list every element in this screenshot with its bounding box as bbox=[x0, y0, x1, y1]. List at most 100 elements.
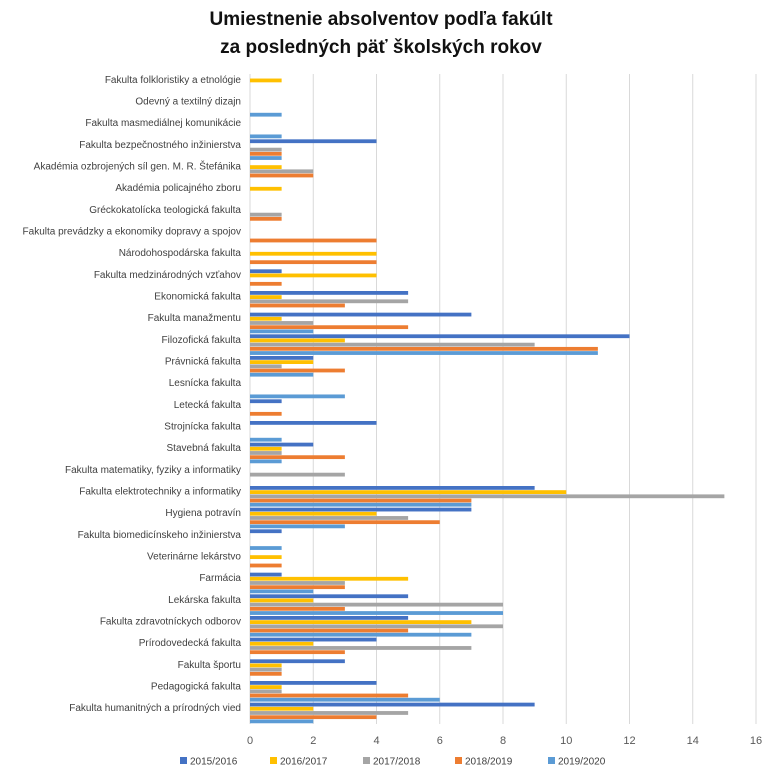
bar bbox=[250, 373, 313, 377]
x-tick-label: 12 bbox=[623, 735, 635, 747]
bar bbox=[250, 546, 282, 550]
bar bbox=[250, 520, 440, 524]
legend-label: 2019/2020 bbox=[558, 757, 606, 768]
x-tick-label: 8 bbox=[500, 735, 506, 747]
bar bbox=[250, 516, 408, 520]
bar bbox=[250, 412, 282, 416]
category-label: Fakulta zdravotníckych odborov bbox=[100, 617, 241, 628]
bar bbox=[250, 620, 471, 624]
bar bbox=[250, 134, 282, 138]
bar bbox=[250, 659, 345, 663]
bar bbox=[250, 364, 282, 368]
bar bbox=[250, 291, 408, 295]
category-label: Fakulta humanitných a prírodných vied bbox=[69, 703, 241, 714]
bar bbox=[250, 447, 282, 451]
category-label: Pedagogická fakulta bbox=[151, 682, 242, 693]
category-label: Fakulta masmediálnej komunikácie bbox=[85, 118, 241, 129]
bar bbox=[250, 555, 282, 559]
x-tick-label: 2 bbox=[310, 735, 316, 747]
bar bbox=[250, 607, 345, 611]
bar bbox=[250, 282, 282, 286]
bar bbox=[250, 165, 282, 169]
bar bbox=[250, 650, 345, 654]
bar bbox=[250, 169, 313, 173]
bar bbox=[250, 599, 313, 603]
bar bbox=[250, 187, 282, 191]
bar bbox=[250, 343, 535, 347]
category-label: Fakulta matematiky, fyziky a informatiky bbox=[65, 465, 241, 476]
bar bbox=[250, 156, 282, 160]
bar bbox=[250, 616, 408, 620]
bar bbox=[250, 299, 408, 303]
legend-swatch bbox=[180, 757, 187, 764]
x-tick-label: 0 bbox=[247, 735, 253, 747]
category-label: Národohospodárska fakulta bbox=[119, 248, 242, 259]
bar bbox=[250, 611, 503, 615]
bar bbox=[250, 508, 471, 512]
legend-swatch bbox=[455, 757, 462, 764]
bar bbox=[250, 317, 282, 321]
bar bbox=[250, 152, 282, 156]
category-label: Strojnícka fakulta bbox=[164, 422, 241, 433]
bar bbox=[250, 260, 377, 264]
bar-chart: Fakulta folkloristiky a etnológieOdevný … bbox=[0, 0, 762, 779]
category-label: Odevný a textilný dizajn bbox=[135, 97, 241, 108]
bar bbox=[250, 719, 313, 723]
bar bbox=[250, 213, 282, 217]
bar bbox=[250, 269, 282, 273]
bar bbox=[250, 438, 282, 442]
category-label: Gréckokatolícka teologická fakulta bbox=[89, 205, 241, 216]
bar bbox=[250, 577, 408, 581]
bar bbox=[250, 681, 377, 685]
bar bbox=[250, 573, 282, 577]
bar bbox=[250, 174, 313, 178]
bar bbox=[250, 79, 282, 83]
category-label: Fakulta elektrotechniky a informatiky bbox=[79, 487, 241, 498]
bar bbox=[250, 399, 282, 403]
category-label: Fakulta bezpečnostného inžinierstva bbox=[79, 140, 241, 151]
bar bbox=[250, 594, 408, 598]
bar bbox=[250, 499, 471, 503]
category-label: Lekárska fakulta bbox=[168, 595, 241, 606]
legend: 2015/2016 2016/2017 2017/2018 2018/2019 2019… bbox=[180, 757, 606, 768]
category-label: Fakulta prevádzky a ekonomiky dopravy a … bbox=[23, 227, 241, 238]
bar bbox=[250, 369, 345, 373]
bar bbox=[250, 148, 282, 152]
bar bbox=[250, 529, 282, 533]
x-tick-label: 16 bbox=[750, 735, 762, 747]
bar bbox=[250, 672, 282, 676]
bar bbox=[250, 443, 313, 447]
category-label: Ekonomická fakulta bbox=[154, 292, 241, 303]
bar bbox=[250, 339, 345, 343]
bar bbox=[250, 139, 377, 143]
bar bbox=[250, 624, 503, 628]
bar bbox=[250, 503, 471, 507]
bar bbox=[250, 455, 345, 459]
bar bbox=[250, 668, 282, 672]
category-label: Filozofická fakulta bbox=[162, 335, 242, 346]
bars bbox=[250, 79, 724, 724]
bar bbox=[250, 351, 598, 355]
bar bbox=[250, 707, 313, 711]
category-label: Fakulta športu bbox=[178, 660, 241, 671]
category-label: Lesnícka fakulta bbox=[169, 378, 242, 389]
legend-swatch bbox=[363, 757, 370, 764]
bar bbox=[250, 703, 535, 707]
bar bbox=[250, 321, 313, 325]
bar bbox=[250, 646, 471, 650]
bar bbox=[250, 473, 345, 477]
legend-label: 2017/2018 bbox=[373, 757, 421, 768]
bar bbox=[250, 490, 566, 494]
category-label: Fakulta medzinárodných vzťahov bbox=[94, 270, 241, 281]
bar bbox=[250, 685, 282, 689]
legend-swatch bbox=[270, 757, 277, 764]
bar bbox=[250, 715, 377, 719]
category-label: Prírodovedecká fakulta bbox=[139, 638, 242, 649]
bar bbox=[250, 421, 377, 425]
legend-swatch bbox=[548, 757, 555, 764]
legend-label: 2015/2016 bbox=[190, 757, 238, 768]
bar bbox=[250, 638, 377, 642]
bar bbox=[250, 217, 282, 221]
category-labels: Fakulta folkloristiky a etnológieOdevný … bbox=[23, 75, 242, 714]
category-label: Právnická fakulta bbox=[165, 357, 242, 368]
